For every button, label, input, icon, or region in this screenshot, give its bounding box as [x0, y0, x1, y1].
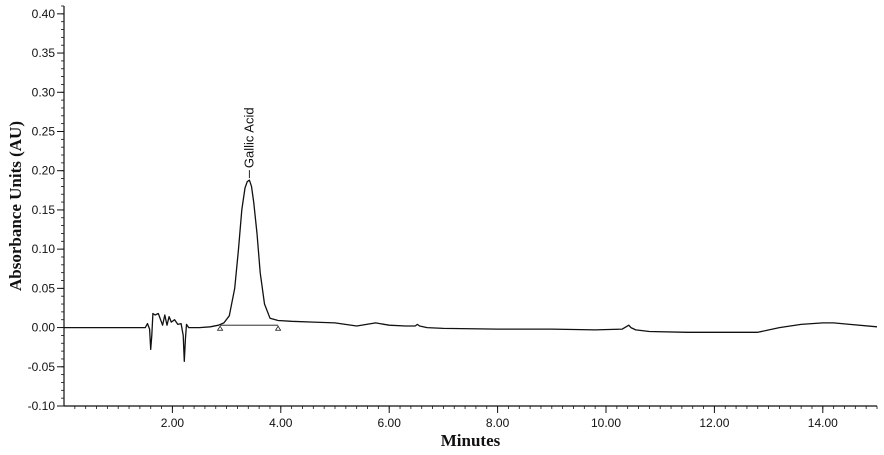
y-tick-label: 0.00 — [32, 321, 56, 335]
x-tick-label: 12.00 — [699, 416, 729, 430]
x-tick-label: 6.00 — [378, 416, 402, 430]
x-axis-title: Minutes — [441, 431, 501, 450]
series-layer — [64, 179, 878, 362]
plot-frame — [63, 6, 877, 407]
chromatogram-trace — [64, 179, 878, 362]
y-axis-title: Absorbance Units (AU) — [6, 121, 25, 291]
y-tick-label: -0.05 — [28, 360, 56, 374]
y-tick-label: 0.40 — [32, 7, 56, 21]
x-tick-label: 8.00 — [486, 416, 510, 430]
y-tick-label: 0.15 — [32, 203, 56, 217]
y-tick-label: 0.20 — [32, 164, 56, 178]
baseline-marker — [216, 325, 224, 331]
y-tick-label: 0.35 — [32, 46, 56, 60]
peak-label: Gallic Acid — [241, 107, 256, 168]
x-tick-label: 14.00 — [808, 416, 838, 430]
x-axis: 2.00 4.00 6.00 8.00 10.00 12.00 14.00 — [74, 406, 878, 430]
y-axis: -0.10 -0.05 0.00 0.05 0.10 0.15 0.20 0.25 0.30 0.… — [28, 5, 64, 413]
annotation-layer: Gallic Acid — [216, 107, 282, 331]
y-tick-label: 0.10 — [32, 242, 56, 256]
baseline-marker — [274, 325, 282, 331]
x-tick-label: 4.00 — [269, 416, 293, 430]
y-tick-label: 0.25 — [32, 124, 56, 138]
y-tick-label: -0.10 — [28, 399, 56, 413]
y-tick-label: 0.30 — [32, 85, 56, 99]
x-tick-label: 10.00 — [591, 416, 621, 430]
x-tick-label: 2.00 — [161, 416, 185, 430]
y-tick-label: 0.05 — [32, 281, 56, 295]
